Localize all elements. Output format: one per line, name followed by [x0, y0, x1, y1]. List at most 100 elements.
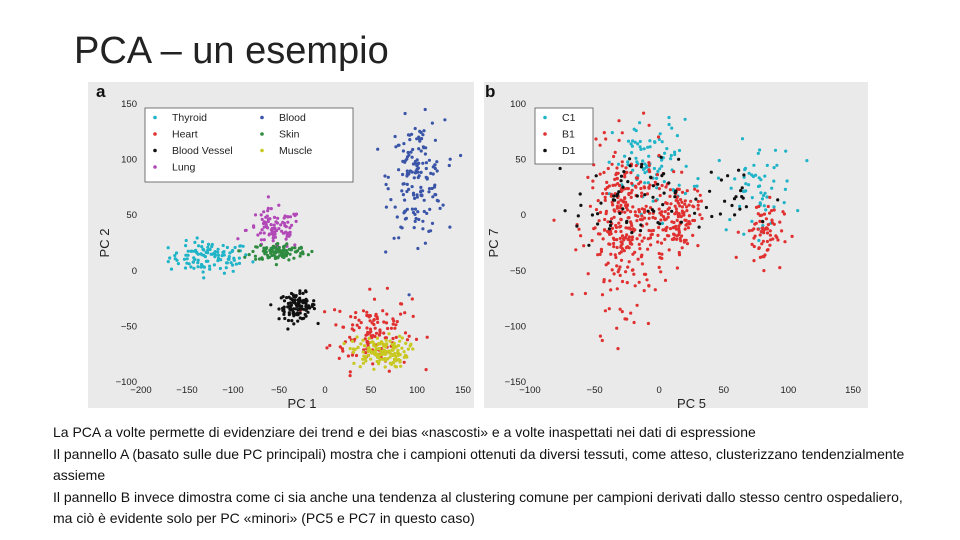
data-point: [612, 241, 616, 246]
series-skin: [237, 242, 314, 267]
data-point: [607, 160, 611, 164]
data-point: [283, 214, 287, 218]
data-point: [196, 265, 200, 269]
data-point: [405, 169, 409, 173]
data-point: [618, 307, 622, 311]
data-point: [761, 255, 765, 259]
data-point: [653, 288, 657, 292]
data-point: [293, 243, 297, 247]
data-point: [666, 215, 670, 219]
data-point: [615, 287, 619, 291]
data-point: [772, 179, 776, 183]
data-point: [663, 278, 668, 282]
data-point: [402, 355, 406, 359]
data-point: [770, 209, 774, 213]
data-point: [693, 211, 697, 215]
data-point: [661, 228, 665, 232]
data-point: [659, 218, 663, 222]
data-point: [626, 180, 630, 184]
data-point: [396, 351, 400, 355]
x-tick-label: 50: [366, 385, 377, 396]
data-point: [399, 364, 403, 368]
data-point: [687, 203, 691, 207]
data-point: [269, 250, 274, 254]
data-point: [213, 253, 217, 257]
data-point: [405, 174, 409, 178]
data-point: [606, 220, 610, 224]
data-point: [418, 129, 422, 133]
data-point: [635, 219, 639, 223]
data-point: [421, 219, 425, 223]
data-point: [362, 354, 366, 358]
data-point: [351, 323, 355, 327]
data-point: [699, 199, 704, 203]
data-point: [675, 134, 680, 138]
data-point: [287, 258, 291, 262]
data-point: [378, 328, 382, 332]
y-tick-label: 150: [121, 99, 137, 110]
data-point: [384, 345, 388, 349]
data-point: [664, 185, 668, 189]
data-point: [598, 334, 603, 338]
data-point: [558, 166, 562, 171]
data-point: [302, 301, 306, 305]
data-point: [648, 145, 652, 149]
data-point: [671, 188, 675, 192]
data-point: [260, 217, 264, 221]
data-point: [784, 149, 788, 153]
data-point: [759, 230, 763, 234]
data-point: [625, 281, 629, 285]
data-point: [664, 228, 668, 233]
data-point: [762, 269, 766, 273]
data-point: [640, 253, 644, 257]
data-point: [410, 297, 414, 301]
data-point: [759, 178, 763, 182]
data-point: [596, 232, 601, 236]
data-point: [298, 291, 302, 295]
data-point: [379, 340, 384, 344]
data-point: [200, 240, 205, 244]
data-point: [602, 228, 607, 232]
data-point: [683, 202, 687, 206]
data-point: [617, 190, 621, 194]
data-point: [400, 336, 404, 340]
data-point: [696, 207, 700, 211]
data-point: [603, 195, 607, 199]
data-point: [762, 231, 766, 235]
data-point: [277, 317, 281, 321]
data-point: [698, 193, 702, 197]
data-point: [676, 201, 681, 205]
data-point: [636, 257, 640, 261]
data-point: [435, 160, 439, 164]
data-point: [624, 206, 629, 210]
data-point: [396, 143, 400, 147]
data-point: [658, 193, 662, 198]
data-point: [631, 168, 635, 172]
data-point: [637, 208, 641, 212]
data-point: [253, 254, 257, 258]
data-point: [614, 230, 618, 234]
data-point: [612, 245, 616, 249]
legend-marker: [543, 148, 547, 153]
series-muscle: [342, 332, 415, 371]
data-point: [594, 208, 599, 212]
data-point: [273, 232, 277, 236]
data-point: [675, 210, 679, 214]
data-point: [609, 252, 613, 256]
data-point: [752, 236, 756, 240]
data-point: [227, 257, 231, 261]
data-point: [805, 159, 809, 163]
data-point: [770, 218, 774, 222]
data-point: [756, 227, 760, 231]
data-point: [371, 333, 375, 338]
y-axis-label: PC 2: [97, 229, 112, 258]
data-point: [579, 203, 583, 207]
data-point: [599, 201, 603, 205]
data-point: [259, 213, 263, 217]
data-point: [619, 244, 623, 248]
data-point: [613, 192, 617, 196]
data-point: [229, 261, 233, 265]
data-point: [293, 307, 297, 311]
data-point: [638, 139, 642, 144]
x-axis-label: PC 5: [677, 396, 706, 411]
